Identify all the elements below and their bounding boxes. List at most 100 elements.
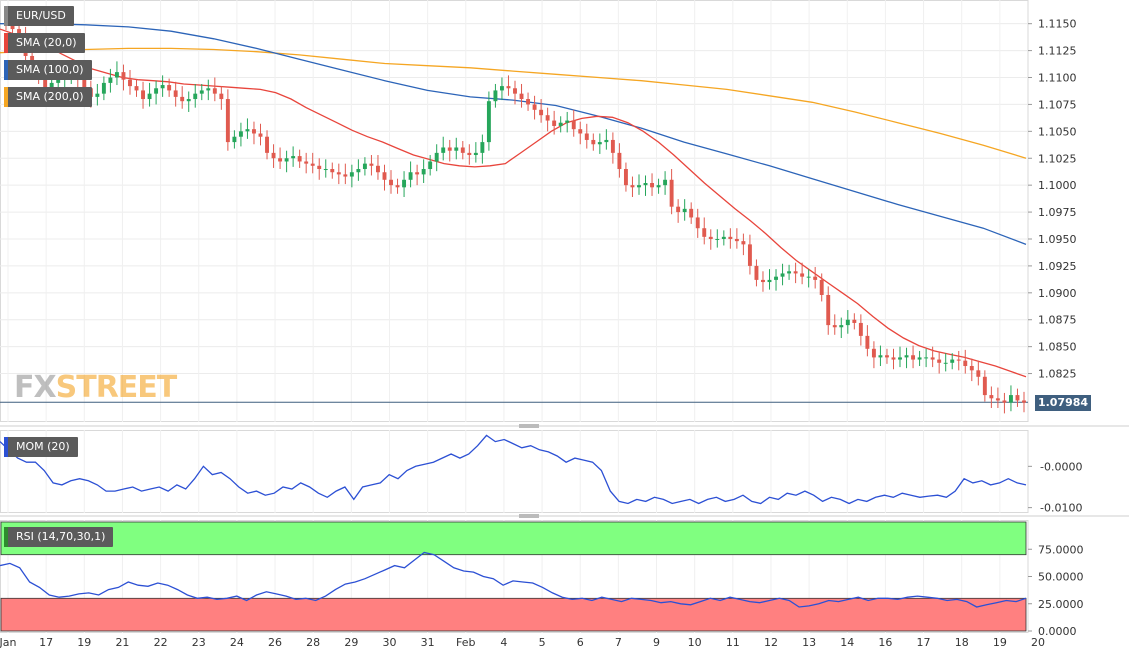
divider-handle [519,514,539,518]
candle [428,161,433,170]
x-tick-label: Jan [0,636,17,649]
legend-sma200-label: SMA (200,0) [16,90,84,103]
x-tick-label: 21 [115,636,129,649]
candle [10,23,15,30]
x-tick-label: 19 [77,636,91,649]
candle [402,179,407,188]
candle [689,208,694,218]
candle [252,129,256,134]
candle [793,271,798,274]
candle [819,279,824,295]
candle [49,82,54,91]
rsi-tick-label: 50.0000 [1038,571,1084,584]
candle [656,185,661,188]
candle [499,86,504,91]
candle [349,172,354,177]
candle [506,86,511,89]
candle [212,88,217,94]
x-tick-label: 5 [539,636,546,649]
y-tick-label: 1.1050 [1038,125,1077,138]
candle [167,85,172,91]
candle [219,93,224,100]
divider-handle [519,424,539,428]
y-tick-label: 1.0900 [1038,287,1077,300]
candle [878,355,883,358]
y-tick-label: 1.1025 [1038,152,1077,165]
candle [565,120,570,123]
legend-sma100[interactable]: SMA (100,0) [4,60,92,80]
candle [395,185,400,188]
candle [362,163,367,170]
candle [17,29,22,35]
candle [911,355,916,360]
candle [963,360,968,367]
candle [604,139,609,143]
candle [643,183,648,186]
candle [389,179,393,186]
candle [617,152,622,170]
candle [1008,395,1013,403]
legend-sma200[interactable]: SMA (200,0) [4,87,92,107]
candle [1015,395,1020,401]
candle [56,79,61,83]
candle [780,273,785,277]
candle [591,139,596,145]
candle [284,158,289,162]
candle [597,142,602,145]
mom-panel [0,430,1029,513]
rsi-oversold-band [0,597,1027,632]
candle [584,133,589,140]
candle [376,165,380,173]
legend-mom[interactable]: MOM (20) [4,437,78,457]
candle [982,376,987,396]
candle [186,99,191,102]
candle [460,147,465,153]
candle [924,357,929,359]
candle [845,319,850,326]
candle [813,276,818,280]
sma200-color-swatch [4,87,8,107]
x-tick-label: 12 [764,636,778,649]
candle [369,163,374,166]
candle [669,179,674,207]
x-tick-label: 20 [1031,636,1045,649]
y-tick-label: 1.1125 [1038,45,1077,58]
candle [180,96,185,102]
sma20-line [0,28,1027,378]
candle [702,228,707,237]
candle [545,115,550,121]
candle [969,366,974,371]
x-tick-label: 11 [726,636,740,649]
x-tick-label: 16 [878,636,892,649]
candle [871,348,876,358]
candle [421,169,426,175]
rsi-overbought-band [0,521,1027,556]
candle [173,90,178,97]
y-tick-label: 1.0825 [1038,368,1077,381]
y-tick-label: 1.0925 [1038,260,1077,273]
candle [114,72,119,78]
candle [754,265,759,280]
legend-eurusd[interactable]: EUR/USD [4,6,74,26]
candle [852,319,857,323]
candle [128,79,132,87]
candle [747,244,752,266]
candle [623,169,628,186]
candle [225,99,230,143]
candle [356,169,361,173]
y-tick-label: 1.0850 [1038,341,1077,354]
mom-line [0,434,1027,505]
y-tick-label: 1.1075 [1038,98,1077,111]
candle [473,152,478,156]
y-tick-label: 1.0875 [1038,314,1077,327]
legend-sma20[interactable]: SMA (20,0) [4,33,85,53]
legend-rsi[interactable]: RSI (14,70,30,1) [4,527,114,547]
candle [637,185,641,188]
candle [526,99,531,105]
candle [199,90,204,94]
candle [343,174,348,177]
candle [258,133,263,137]
candle [774,276,778,280]
sma100-line [0,23,1027,246]
candle [715,238,720,240]
